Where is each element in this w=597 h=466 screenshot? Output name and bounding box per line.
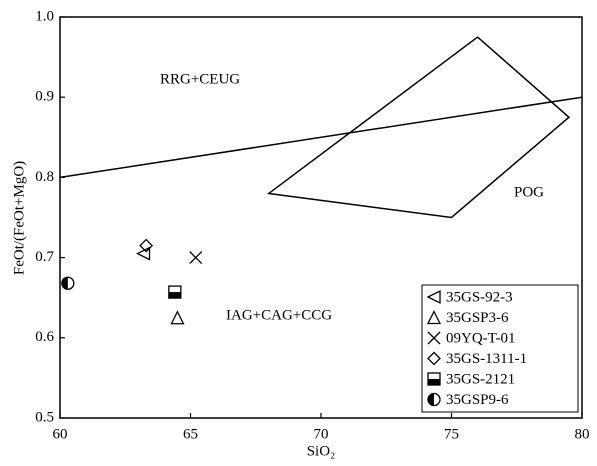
x-axis-label: SiO₂	[307, 443, 336, 459]
marker	[170, 310, 185, 325]
marker	[426, 310, 442, 325]
y-tick-label: 0.7	[35, 249, 54, 265]
marker	[189, 251, 203, 265]
marker	[427, 372, 441, 386]
marker	[136, 246, 151, 261]
legend-label: 35GSP9-6	[446, 392, 509, 408]
legend-box	[421, 284, 579, 413]
x-tick-label: 65	[183, 426, 198, 442]
legend-label: 09YQ-T-01	[446, 330, 515, 346]
marker	[61, 276, 75, 290]
legend-label: 35GSP3-6	[446, 310, 509, 326]
marker	[427, 351, 441, 366]
x-tick-label: 60	[53, 426, 68, 442]
x-tick-label: 70	[314, 426, 329, 442]
field-label: POG	[514, 184, 544, 200]
x-tick-label: 75	[444, 426, 459, 442]
x-tick-label: 80	[575, 426, 590, 442]
field-boundary	[266, 36, 571, 219]
y-axis-label: FeOt/(FeOt+MgO)	[11, 161, 27, 275]
field-label: RRG+CEUG	[160, 71, 240, 87]
marker	[427, 392, 441, 407]
legend-label: 35GS-2121	[446, 371, 515, 387]
marker	[427, 331, 441, 345]
y-tick-label: 0.8	[35, 169, 54, 185]
field-boundary	[59, 96, 583, 179]
y-tick-label: 0.9	[35, 89, 54, 105]
y-tick-label: 0.6	[35, 329, 54, 345]
marker	[426, 289, 441, 305]
marker	[139, 238, 154, 253]
legend-label: 35GS-1311-1	[446, 351, 527, 367]
y-tick-label: 1.0	[35, 8, 54, 24]
marker	[168, 285, 182, 299]
field-label: IAG+CAG+CCG	[226, 307, 332, 323]
legend-label: 35GS-92-3	[446, 289, 513, 305]
y-tick-label: 0.5	[35, 409, 54, 425]
